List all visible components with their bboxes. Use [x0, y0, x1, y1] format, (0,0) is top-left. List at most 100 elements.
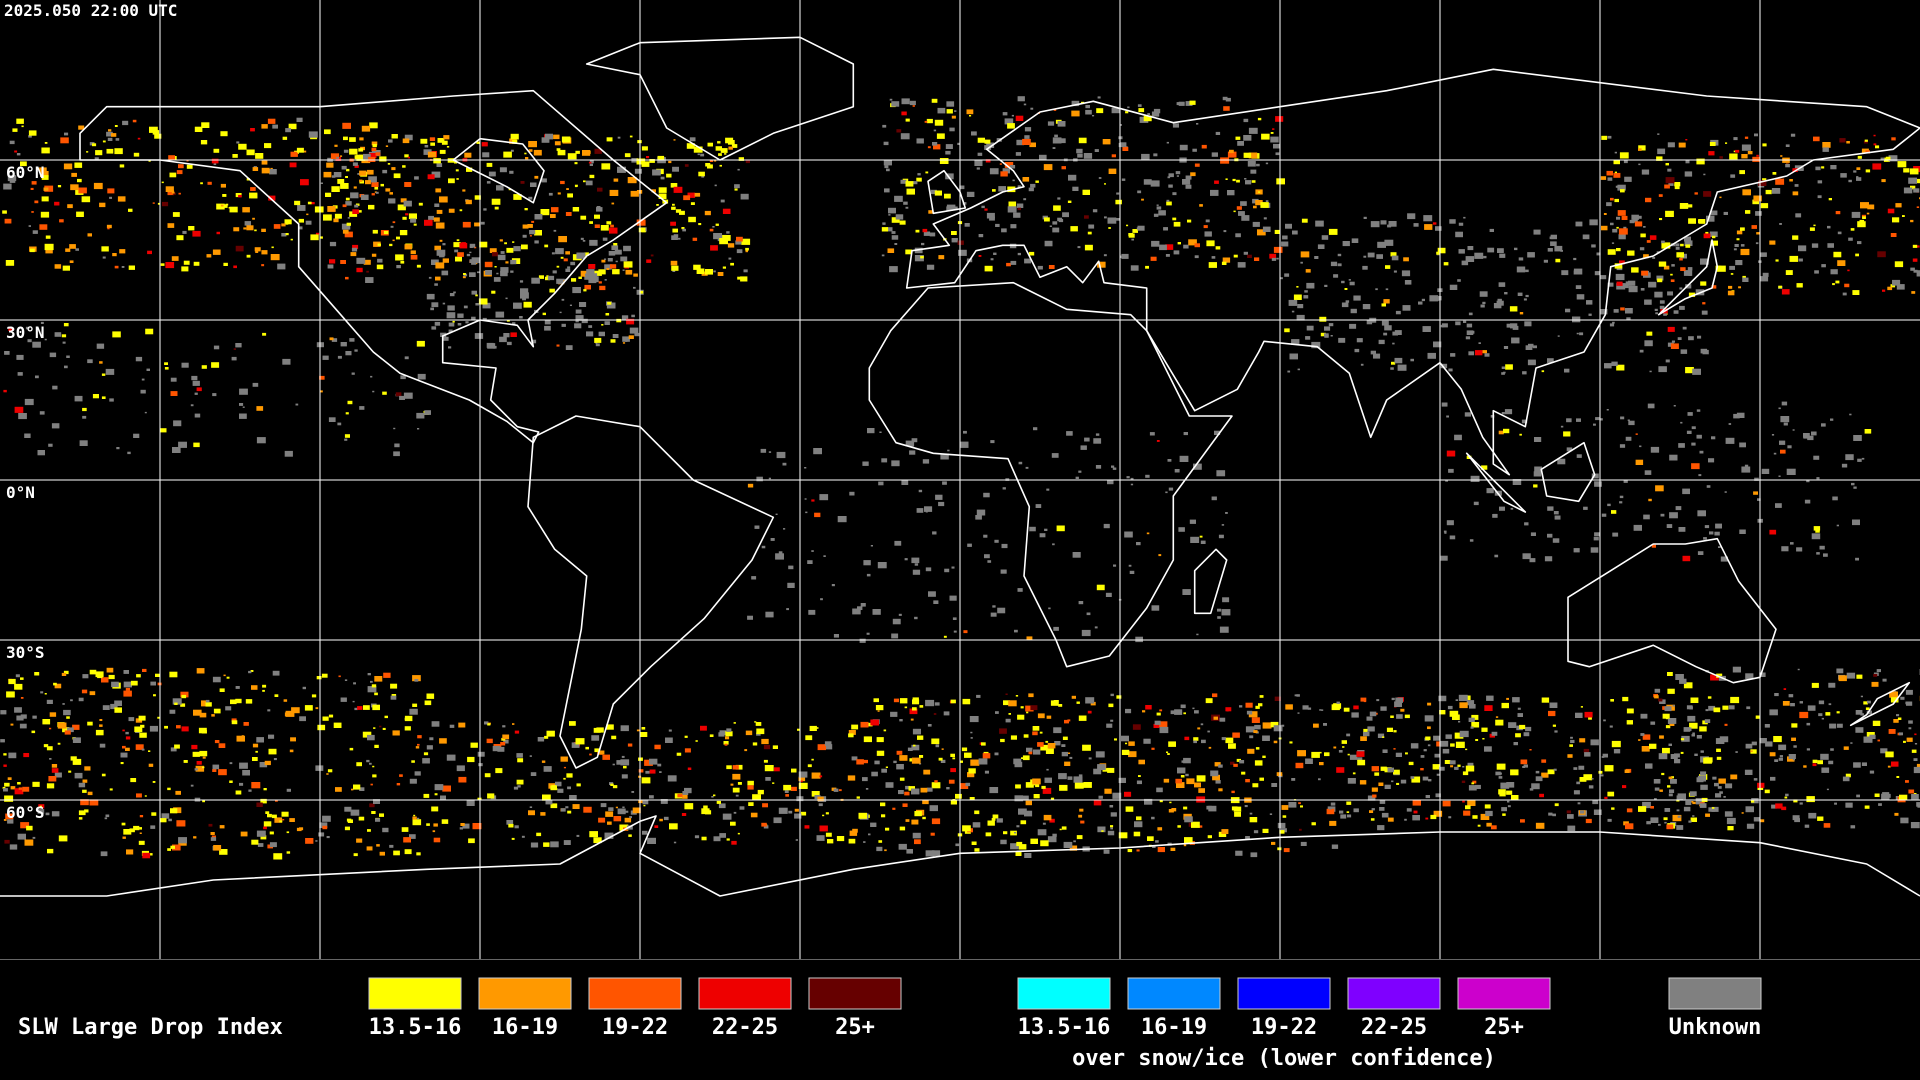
- cloud-speckle: [1796, 283, 1803, 288]
- cloud-speckle: [491, 290, 496, 294]
- cloud-speckle: [1033, 427, 1038, 431]
- cloud-speckle: [341, 165, 347, 170]
- cloud-speckle: [899, 777, 905, 781]
- cloud-speckle: [728, 146, 733, 150]
- cloud-speckle: [1183, 712, 1186, 715]
- cloud-speckle: [1686, 430, 1692, 434]
- cloud-speckle: [1860, 695, 1863, 698]
- cloud-speckle: [658, 193, 667, 199]
- cloud-speckle: [441, 140, 448, 145]
- cloud-speckle: [63, 709, 71, 716]
- cloud-speckle: [296, 827, 302, 832]
- cloud-speckle: [666, 173, 672, 178]
- cloud-speckle: [530, 842, 539, 848]
- cloud-speckle: [1053, 205, 1061, 211]
- cloud-speckle: [963, 430, 967, 434]
- cloud-speckle: [1713, 707, 1721, 713]
- cloud-speckle: [652, 169, 661, 176]
- cloud-speckle: [1250, 852, 1258, 858]
- cloud-speckle: [1817, 816, 1824, 821]
- cloud-speckle: [1724, 491, 1727, 493]
- legend-label: 22-25: [1361, 1015, 1427, 1040]
- cloud-speckle: [1276, 178, 1285, 185]
- cloud-speckle: [1656, 156, 1663, 161]
- cloud-speckle: [1305, 269, 1311, 273]
- cloud-speckle: [519, 280, 524, 283]
- cloud-speckle: [798, 776, 806, 782]
- cloud-speckle: [1566, 810, 1571, 814]
- cloud-speckle: [383, 231, 389, 235]
- cloud-speckle: [1305, 758, 1313, 764]
- cloud-speckle: [16, 354, 24, 360]
- cloud-speckle: [1910, 822, 1920, 829]
- cloud-speckle: [1053, 109, 1057, 111]
- cloud-speckle: [165, 262, 175, 269]
- cloud-speckle: [1692, 732, 1695, 735]
- cloud-speckle: [1167, 459, 1172, 462]
- cloud-speckle: [1715, 793, 1722, 798]
- cloud-speckle: [371, 193, 375, 196]
- cloud-speckle: [79, 440, 88, 446]
- cloud-speckle: [1668, 793, 1673, 797]
- cloud-speckle: [1282, 815, 1287, 818]
- cloud-speckle: [471, 261, 477, 265]
- cloud-speckle: [315, 232, 320, 236]
- cloud-speckle: [262, 332, 267, 336]
- cloud-speckle: [936, 133, 945, 139]
- cloud-speckle: [1646, 240, 1651, 243]
- cloud-speckle: [1021, 757, 1024, 759]
- cloud-speckle: [416, 852, 421, 856]
- cloud-speckle: [1687, 204, 1693, 208]
- cloud-speckle: [1498, 282, 1506, 287]
- cloud-speckle: [1692, 815, 1695, 817]
- cloud-speckle: [536, 832, 542, 837]
- cloud-speckle: [1762, 272, 1769, 277]
- cloud-speckle: [1448, 368, 1453, 372]
- cloud-speckle: [78, 817, 83, 820]
- cloud-speckle: [891, 460, 900, 467]
- cloud-speckle: [349, 338, 355, 342]
- cloud-speckle: [1806, 479, 1810, 483]
- cloud-speckle: [1132, 724, 1141, 730]
- cloud-speckle: [210, 837, 217, 841]
- cloud-speckle: [350, 252, 357, 257]
- cloud-speckle: [763, 744, 771, 750]
- cloud-speckle: [501, 737, 506, 741]
- cloud-speckle: [104, 817, 108, 820]
- cloud-speckle: [1243, 152, 1252, 158]
- cloud-speckle: [334, 144, 338, 147]
- cloud-speckle: [1778, 285, 1783, 289]
- cloud-speckle: [1179, 144, 1188, 151]
- cloud-speckle: [1710, 240, 1718, 246]
- cloud-speckle: [1878, 803, 1882, 806]
- cloud-speckle: [1410, 776, 1415, 779]
- cloud-speckle: [226, 676, 230, 679]
- cloud-speckle: [1338, 750, 1343, 753]
- cloud-speckle: [1711, 806, 1719, 812]
- cloud-speckle: [1270, 136, 1279, 143]
- cloud-speckle: [82, 789, 87, 793]
- cloud-speckle: [931, 98, 938, 103]
- cloud-speckle: [520, 292, 529, 299]
- cloud-speckle: [604, 264, 612, 270]
- cloud-speckle: [102, 140, 106, 143]
- cloud-speckle: [191, 375, 198, 381]
- cloud-speckle: [474, 222, 480, 227]
- cloud-speckle: [1029, 251, 1035, 256]
- cloud-speckle: [823, 555, 826, 557]
- cloud-speckle: [242, 406, 245, 408]
- cloud-speckle: [1604, 796, 1608, 799]
- cloud-speckle: [904, 558, 908, 561]
- cloud-speckle: [1499, 253, 1506, 258]
- cloud-speckle: [1654, 291, 1663, 298]
- cloud-speckle: [1535, 822, 1545, 829]
- cloud-speckle: [898, 790, 904, 795]
- cloud-speckle: [391, 167, 396, 171]
- cloud-speckle: [1657, 148, 1666, 155]
- cloud-speckle: [101, 373, 106, 376]
- cloud-speckle: [1118, 777, 1126, 783]
- cloud-speckle: [1661, 242, 1671, 249]
- cloud-speckle: [608, 251, 616, 256]
- cloud-speckle: [218, 769, 227, 776]
- cloud-speckle: [1222, 257, 1231, 263]
